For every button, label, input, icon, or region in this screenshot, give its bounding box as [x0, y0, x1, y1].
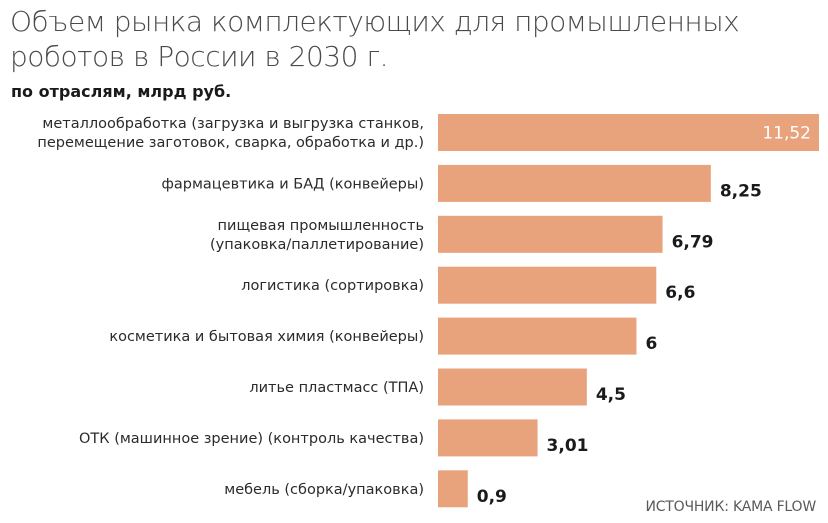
bars-layer	[438, 114, 819, 508]
category-label: косметика и бытовая химия (конвейеры)	[109, 329, 424, 345]
value-label: 6,6	[665, 283, 695, 303]
chart-title-line-2: роботов в России в 2030 г.	[10, 40, 389, 73]
bar	[438, 215, 663, 253]
source-note: ИСТОЧНИК: KAMA FLOW	[645, 499, 816, 515]
category-label: металлообработка (загрузка и выгрузка ст…	[37, 116, 424, 151]
value-label: 11,52	[762, 124, 811, 144]
value-labels-layer: 11,52 8,25 6,79 6,6 6 4,5 3,01 0,9	[477, 124, 811, 507]
chart-title: Объем рынка комплектующих для промышленн…	[10, 4, 770, 74]
bar	[438, 419, 538, 457]
category-label: литье пластмасс (ТПА)	[249, 380, 424, 396]
value-label: 6,79	[672, 232, 714, 252]
chart-title-line-1: Объем рынка комплектующих для промышленн…	[10, 5, 740, 38]
value-label: 6	[645, 334, 657, 354]
category-labels-layer: металлообработка (загрузка и выгрузка ст…	[37, 116, 424, 498]
value-label: 0,9	[477, 487, 507, 507]
value-label: 8,25	[720, 181, 762, 201]
bar	[438, 266, 657, 304]
category-label: фармацевтика и БАД (конвейеры)	[162, 176, 425, 192]
category-label: пищевая промышленность (упаковка/паллетир…	[210, 218, 424, 253]
category-label: мебель (сборка/упаковка)	[224, 482, 424, 498]
value-label: 3,01	[547, 436, 589, 456]
bar	[438, 368, 587, 406]
bar	[438, 470, 468, 508]
category-label: ОТК (машинное зрение) (контроль качества…	[79, 431, 424, 447]
category-label: логистика (сортировка)	[241, 278, 424, 294]
chart-subtitle: по отраслям, млрд руб.	[11, 82, 232, 101]
bar	[438, 114, 819, 151]
value-label: 4,5	[596, 385, 626, 405]
bar	[438, 164, 711, 202]
bar	[438, 317, 637, 355]
